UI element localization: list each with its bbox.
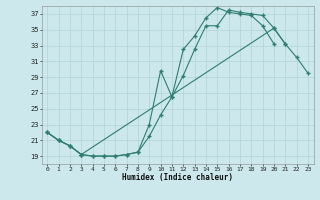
X-axis label: Humidex (Indice chaleur): Humidex (Indice chaleur) bbox=[122, 173, 233, 182]
